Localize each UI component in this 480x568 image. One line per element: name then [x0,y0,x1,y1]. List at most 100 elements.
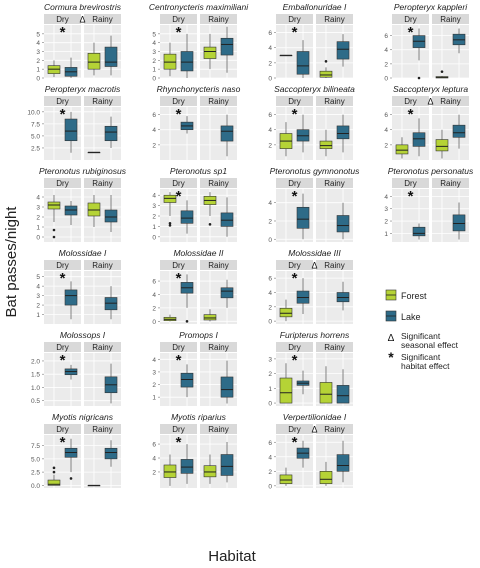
facet-label: Rainy [324,343,344,352]
facet-label: Dry [56,97,68,106]
y-tick-label: 1 [36,225,40,232]
y-tick-label: 0 [152,319,156,326]
chart-panel: Promops I 1 2 3 4 Dry* Rainy [152,330,237,406]
box-lake [104,125,118,142]
y-tick-label: 6 [268,112,272,119]
facet-strip [316,96,353,106]
facet-strip [84,342,121,352]
y-tick-label: 4 [268,454,272,461]
outlier-point [208,223,212,226]
facet-strip [316,178,353,188]
panel-title: Molossidae I [59,248,107,258]
facet-strip [200,342,237,352]
facet-label: Dry [56,425,68,434]
legend-delta-symbol: Δ [388,333,395,344]
y-tick-label: 2 [268,218,272,225]
y-tick-label: 1 [36,312,40,319]
outlier-point [168,224,172,227]
facet-strip [160,342,197,352]
y-tick-label: 1 [152,224,156,231]
facet-label: Rainy [208,179,228,188]
habitat-effect-star: * [60,106,66,123]
y-tick-label: 0 [36,235,40,242]
box-lake [220,125,234,142]
chart-panel: Saccopteryx leptura 2 4 6 Dry* Rainy Δ [384,84,469,160]
box-lake [104,209,118,223]
y-tick-label: 2 [384,142,388,149]
panel-title: Peropteryx kappleri [394,2,468,12]
y-tick-label: 2 [36,58,40,65]
facet-label: Rainy [440,179,460,188]
box-forest [435,139,449,152]
box-forest [163,464,177,478]
panel-title: Cormura brevirostris [44,2,122,12]
y-tick-label: 4 [152,357,156,364]
chart-panel: Saccopteryx bilineata 2 4 6 Dry* Rainy [268,84,355,160]
facet-panel-bg [392,25,429,78]
facet-label: Dry [56,343,68,352]
y-tick-label: 5.0 [31,456,40,463]
panel-title: Pteronotus gymnonotus [270,166,361,176]
box-forest [163,194,177,203]
y-tick-label: 4 [152,193,156,200]
facet-label: Dry [172,15,184,24]
outlier-point [185,320,189,323]
box-lake [180,459,194,474]
box-forest [279,474,293,484]
y-tick-label: 1 [384,231,388,238]
y-tick-label: 0 [152,76,156,83]
facet-strip [276,424,313,434]
legend-label-line: habitat effect [401,361,450,371]
facet-panel-bg [160,271,197,324]
facet-panel-bg [44,353,81,406]
facet-strip [200,96,237,106]
chart-panel: Molossidae II 0 2 4 6 Dry* Rainy [152,248,237,326]
box-forest [279,307,293,318]
habitat-effect-star: * [176,24,182,41]
y-tick-label: 2 [152,305,156,312]
y-tick-label: 4 [268,45,272,52]
box-lake [64,289,78,306]
legend-label: Lake [401,312,421,322]
habitat-effect-star: * [176,352,182,369]
y-tick-label: 4 [152,292,156,299]
y-tick-label: 4 [152,40,156,47]
facet-label: Rainy [324,261,344,270]
y-tick-label: 1 [36,67,40,74]
y-tick-label: 6 [268,30,272,37]
habitat-effect-star: * [176,434,182,451]
y-tick-label: 0.0 [31,483,40,490]
panel-title: Pteronotus rubiginosus [39,166,127,176]
y-tick-label: 2 [384,219,388,226]
box-lake [220,37,234,56]
facet-strip [160,14,197,24]
y-tick-label: 2 [268,60,272,67]
y-tick-label: 2 [152,469,156,476]
habitat-effect-star: * [408,106,414,123]
facet-label: Dry [404,179,416,188]
facet-strip [316,14,353,24]
y-tick-label: 1.5 [31,372,40,379]
habitat-effect-star: * [60,352,66,369]
box-lake [452,124,466,138]
y-tick-label: 5 [36,31,40,38]
facet-strip [392,14,429,24]
box-lake [336,454,350,472]
habitat-effect-star: * [408,188,414,205]
facet-label: Dry [288,15,300,24]
y-tick-label: 3 [36,293,40,300]
outlier-point [69,477,73,480]
y-tick-label: 4 [36,40,40,47]
habitat-effect-star: * [176,270,182,287]
panel-title: Molossidae II [173,248,224,258]
y-tick-label: 0 [36,76,40,83]
facet-label: Rainy [208,97,228,106]
habitat-effect-star: * [292,270,298,287]
panel-title: Promops I [179,330,218,340]
facet-panel-bg [160,107,197,160]
facet-strip [44,342,81,352]
outlier-point [52,470,56,474]
facet-strip [200,14,237,24]
